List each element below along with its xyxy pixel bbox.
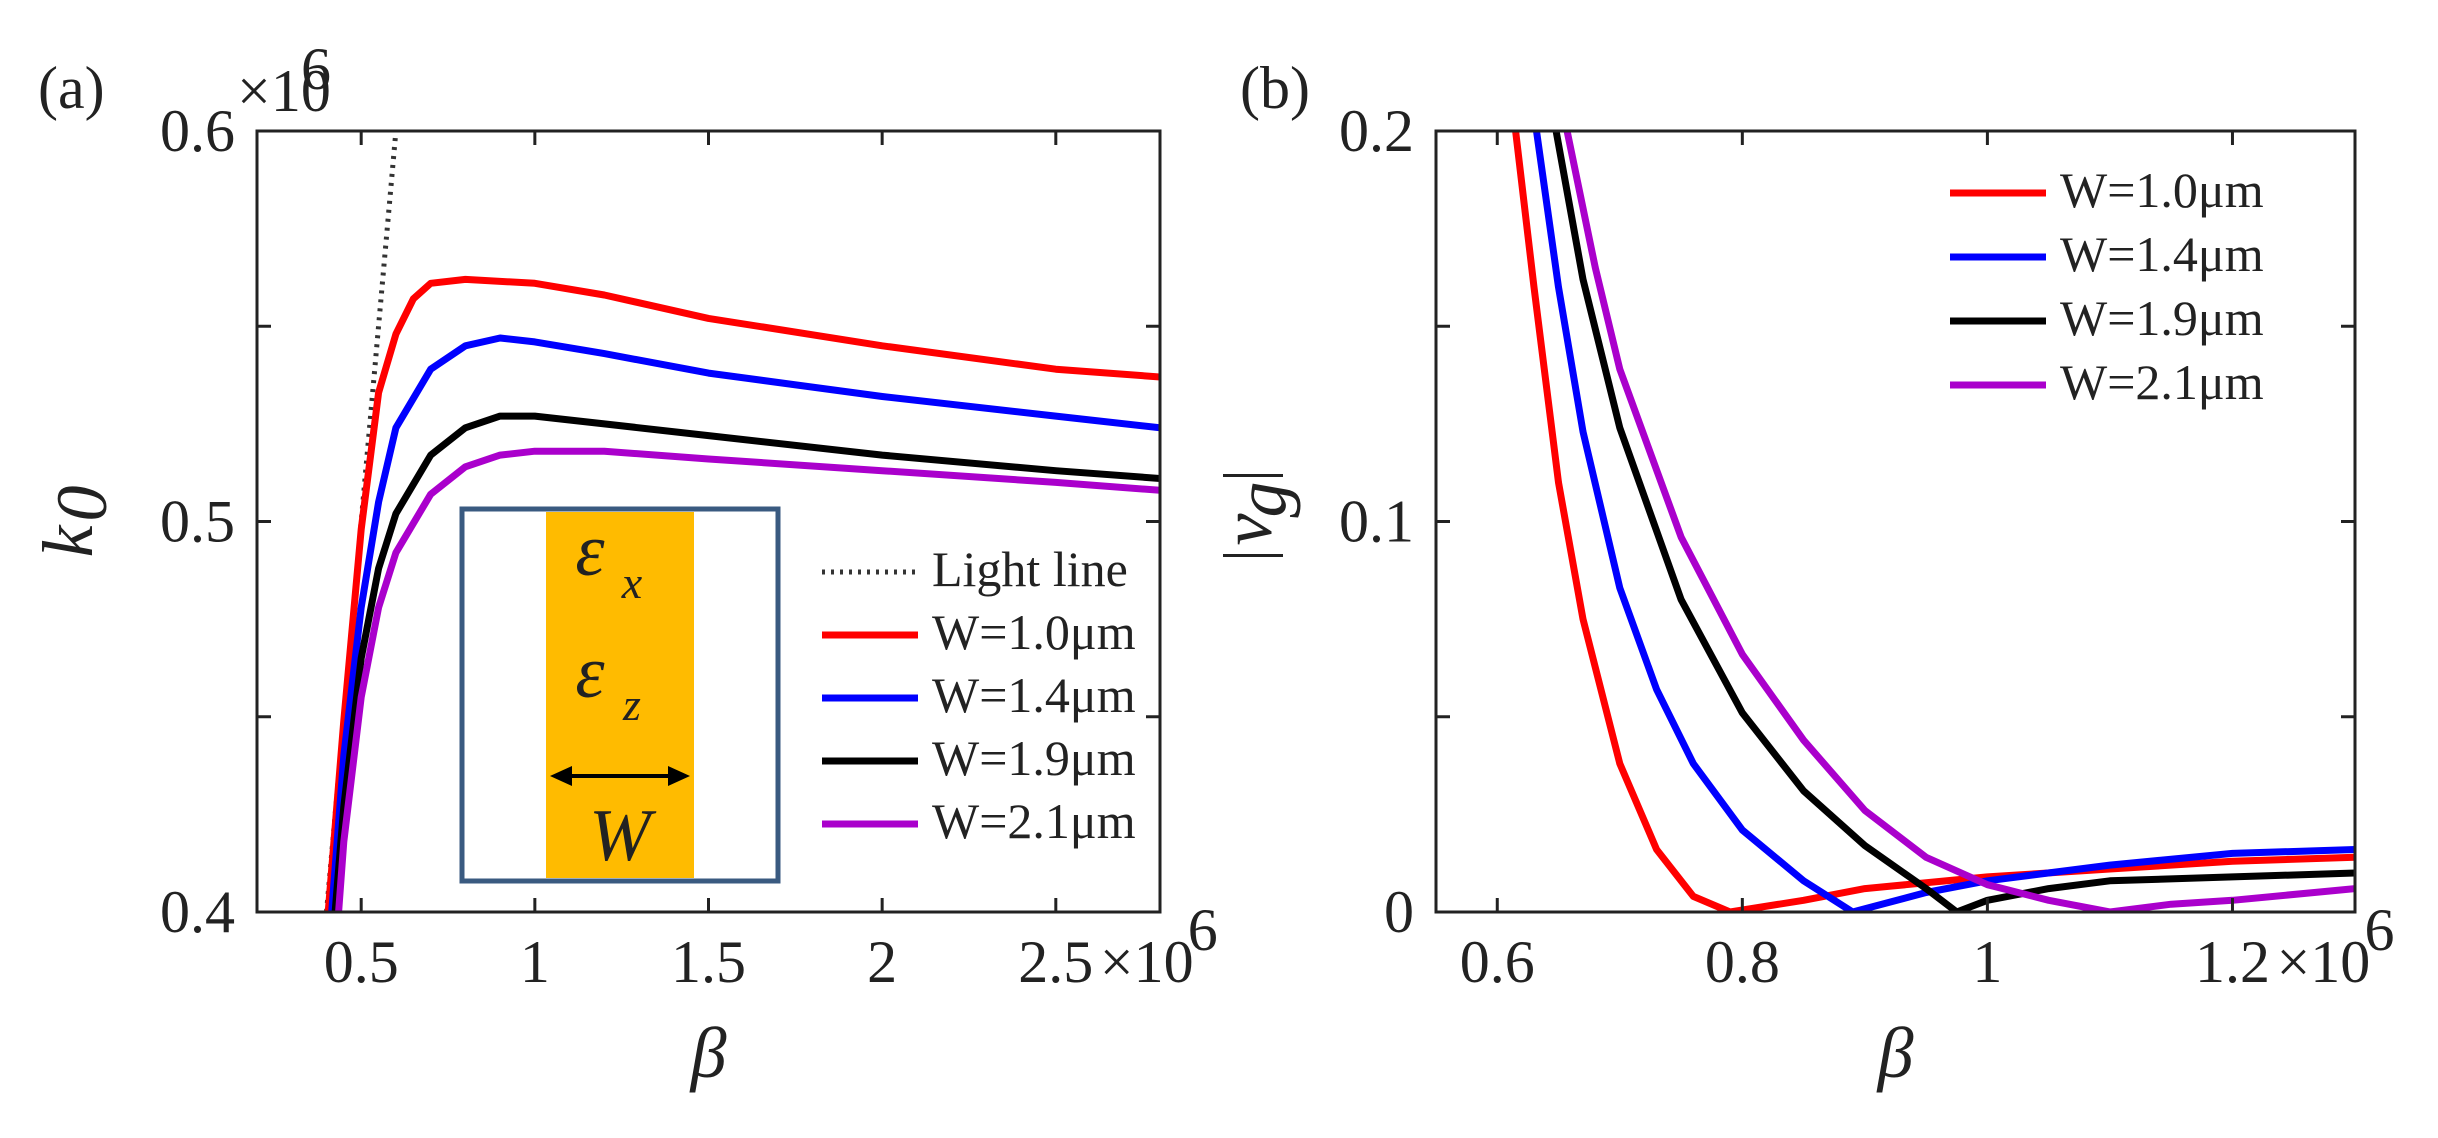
x-axis-label: β (689, 1013, 727, 1093)
legend-label-w-2-1-m: W=2.1μm (932, 793, 1136, 849)
y-tick-label: 0.5 (160, 489, 235, 555)
epsilon-z-subscript: z (622, 679, 641, 730)
x-axis-label: β (1876, 1013, 1914, 1093)
y-tick-label: 0.6 (160, 98, 235, 164)
series-line-w-1-0-m (324, 275, 1160, 912)
x-tick-label: 1 (520, 929, 550, 995)
y-exponent-power: 6 (301, 36, 331, 102)
series-line-w-1-9-m (1552, 131, 2355, 912)
y-axis-label-subscript: g (1221, 482, 1301, 518)
epsilon-x-label: ε (575, 510, 605, 592)
x-tick-label: 1.5 (671, 929, 746, 995)
y-axis-label-main: v (1207, 513, 1287, 545)
y-axis-label: vg (1207, 474, 1301, 557)
panel-b: 0.6 0.8 1 1.2 0 0.1 0.2 ×106 β vg (b) W=1.0μm W=1.4μ… (1207, 55, 2394, 1093)
x-exponent-power: 6 (1188, 897, 1218, 963)
x-exponent-power: 6 (2364, 897, 2394, 963)
legend-label-light-line: Light line (932, 541, 1128, 597)
legend: Light line W=1.0μm W=1.4μm W=1.9μm W=2.1μm (822, 541, 1136, 849)
panel-label: (b) (1240, 55, 1310, 121)
y-axis-label-main: k (28, 523, 108, 557)
panel-label: (a) (38, 55, 105, 121)
legend-label-w-1-9-m: W=1.9μm (932, 730, 1136, 786)
epsilon-x-subscript: x (621, 557, 643, 608)
x-exponent: ×10 (2276, 929, 2370, 995)
x-tick-label: 1.2 (2195, 929, 2270, 995)
series-line-w-1-4-m (1533, 131, 2355, 912)
y-axis-label: k0 (28, 486, 122, 558)
y-tick-label: 0.4 (160, 879, 235, 945)
series-line-w-2-1-m (1563, 131, 2355, 912)
series-line-w-1-9-m (331, 412, 1160, 912)
series-line-w-2-1-m (335, 447, 1160, 912)
x-tick-label: 0.6 (1460, 929, 1535, 995)
panel-a: ε xε zW0.5 1 1.5 2 2.50.40.50.6×106×106βk0(a)L… (28, 36, 1218, 1093)
x-exponent: ×10 (1100, 929, 1194, 995)
y-tick-label: 0.1 (1339, 489, 1414, 555)
width-arrow-left-head (550, 766, 572, 786)
inset-layer (546, 512, 694, 878)
legend-label-w-2-1-m: W=2.1μm (2060, 354, 2264, 410)
legend-label-w-1-0-m: W=1.0μm (932, 604, 1136, 660)
legend-label-w-1-4-m: W=1.4μm (2060, 226, 2264, 282)
legend-label-w-1-4-m: W=1.4μm (932, 667, 1136, 723)
y-axis-label-subscript: 0 (42, 486, 122, 522)
x-tick-label: 0.5 (324, 929, 399, 995)
x-tick-label: 2.5 (1018, 929, 1093, 995)
series-group (324, 131, 1160, 912)
width-label: W (589, 795, 657, 877)
y-tick-label: 0.2 (1339, 98, 1414, 164)
legend-label-w-1-9-m: W=1.9μm (2060, 290, 2264, 346)
series-group (1512, 131, 2355, 912)
x-tick-label: 0.8 (1705, 929, 1780, 995)
width-arrow-right-head (668, 766, 690, 786)
y-exponent: ×10 (237, 58, 331, 124)
y-tick-label: 0 (1384, 879, 1414, 945)
legend-label-w-1-0-m: W=1.0μm (2060, 162, 2264, 218)
x-tick-label: 1 (1972, 929, 2002, 995)
epsilon-z-label: ε (575, 632, 605, 714)
series-line-w-1-4-m (328, 334, 1160, 912)
legend: W=1.0μm W=1.4μm W=1.9μm W=2.1μm (1950, 162, 2264, 410)
inset-diagram: ε xε zW (459, 506, 781, 884)
x-tick-label: 2 (867, 929, 897, 995)
